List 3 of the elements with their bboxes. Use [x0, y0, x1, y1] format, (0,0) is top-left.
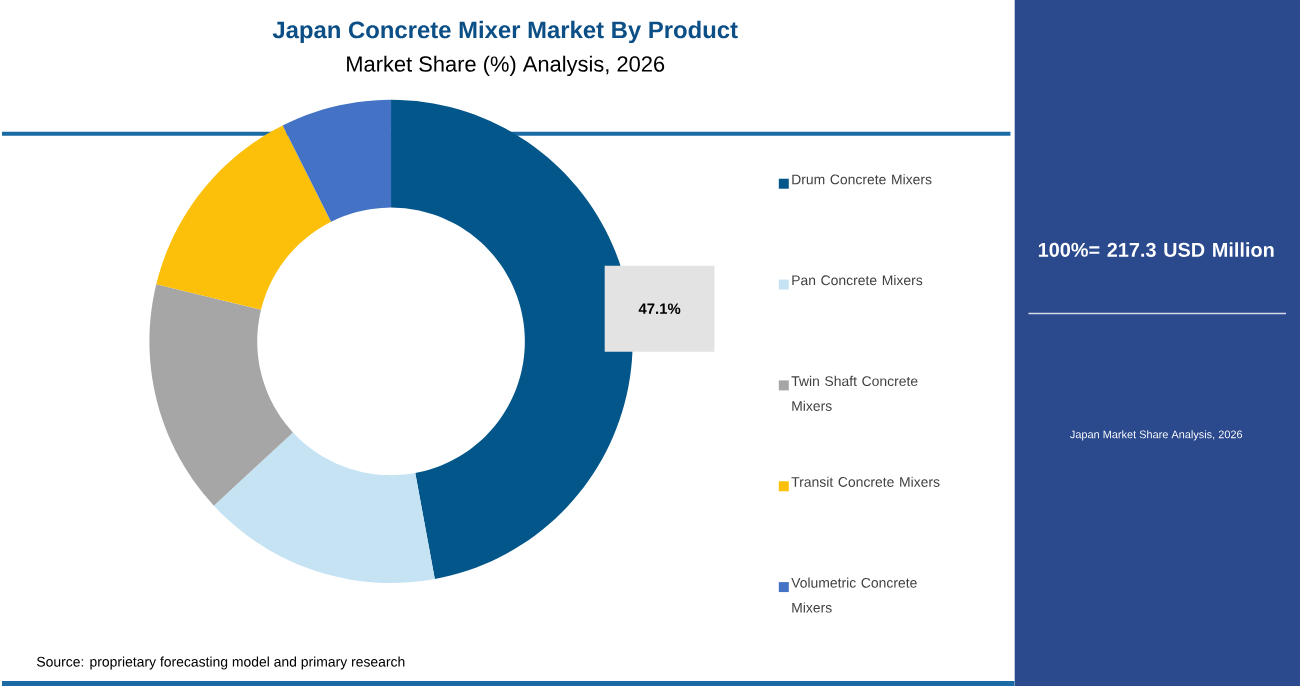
text: 100%= 217.3 USD Million [1038, 241, 1274, 257]
chart-title: Japan Concrete Mixer Market By Product [272, 20, 738, 43]
chart-subtitle: Market Share (%) Analysis, 2026 [347, 55, 665, 76]
